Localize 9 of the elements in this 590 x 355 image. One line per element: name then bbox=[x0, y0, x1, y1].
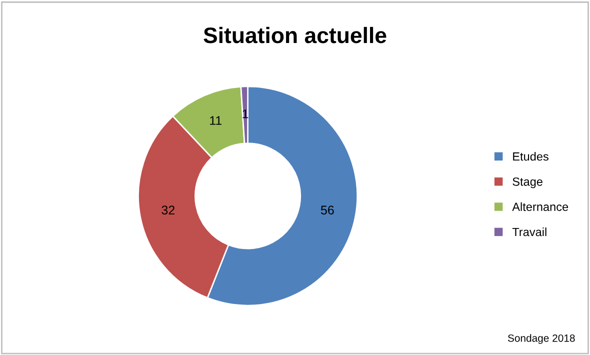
chart-title: Situation actuelle bbox=[204, 26, 386, 44]
legend-label: Alternance bbox=[512, 202, 568, 212]
data-label: 56 bbox=[320, 206, 334, 215]
data-label: 32 bbox=[162, 206, 174, 215]
legend-label: Etudes bbox=[513, 152, 548, 161]
data-label: 11 bbox=[210, 116, 222, 125]
text: Sondage 2018 bbox=[508, 334, 575, 344]
legend-label: Stage bbox=[512, 177, 542, 188]
legend-label: Travail bbox=[512, 228, 546, 236]
